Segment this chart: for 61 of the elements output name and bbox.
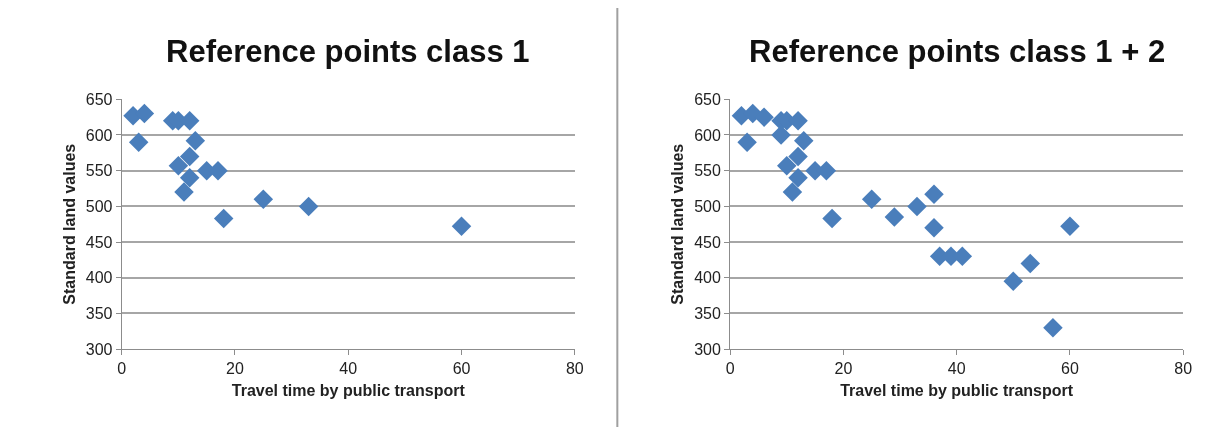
- point: [298, 196, 319, 217]
- point: [179, 146, 200, 167]
- x-axis-title: Travel time by public transport: [840, 382, 1074, 400]
- x-tick-label: 60: [452, 360, 471, 378]
- point: [782, 182, 803, 202]
- y-tick-label: 550: [694, 162, 721, 180]
- point: [134, 103, 155, 124]
- point: [776, 155, 797, 176]
- y-tick-label: 550: [85, 162, 113, 180]
- point: [924, 218, 944, 238]
- point: [179, 168, 200, 188]
- y-tick-label: 300: [694, 340, 721, 358]
- x-tick-label: 80: [1174, 360, 1193, 378]
- point: [253, 189, 274, 209]
- point: [737, 132, 757, 152]
- point: [793, 130, 814, 151]
- point: [822, 208, 842, 229]
- y-axis-title: Standard land values: [60, 143, 78, 305]
- point: [451, 216, 472, 237]
- point: [771, 125, 791, 145]
- y-tick-label: 650: [85, 90, 113, 108]
- point: [128, 132, 149, 152]
- point: [213, 208, 234, 229]
- y-tick-label: 400: [694, 269, 721, 287]
- x-tick-label: 60: [1061, 360, 1079, 378]
- point: [1060, 216, 1080, 237]
- y-tick-label: 450: [694, 233, 721, 251]
- y-tick-label: 300: [85, 340, 113, 358]
- x-tick-label: 0: [725, 360, 735, 378]
- y-tick-label: 350: [85, 305, 113, 323]
- point: [185, 130, 206, 151]
- point: [174, 182, 194, 202]
- point: [884, 207, 905, 227]
- chart-title: Reference points class 1: [166, 34, 530, 69]
- y-tick-label: 500: [85, 197, 113, 215]
- point: [168, 155, 189, 176]
- y-tick-label: 450: [85, 233, 113, 251]
- y-tick-label: 600: [694, 126, 721, 144]
- y-tick-label: 400: [85, 269, 113, 287]
- x-tick-label: 80: [565, 360, 584, 378]
- x-tick-label: 40: [339, 360, 358, 378]
- y-tick-label: 500: [694, 197, 721, 215]
- point: [1043, 318, 1063, 338]
- point: [1020, 253, 1041, 274]
- point: [861, 189, 882, 209]
- x-tick-label: 20: [834, 360, 853, 378]
- point: [788, 146, 808, 167]
- point: [754, 107, 774, 127]
- x-tick-label: 0: [117, 360, 127, 378]
- y-tick-label: 350: [694, 305, 721, 323]
- y-tick-label: 650: [694, 90, 721, 108]
- y-tick-label: 600: [85, 126, 113, 144]
- point: [907, 196, 927, 217]
- x-axis-title: Travel time by public transport: [231, 382, 466, 400]
- y-axis-title: Standard land values: [669, 143, 687, 305]
- point: [788, 168, 808, 188]
- chart-title: Reference points class 1 + 2: [749, 34, 1166, 69]
- x-tick-label: 40: [947, 360, 966, 378]
- x-tick-label: 20: [226, 360, 244, 378]
- point: [1003, 271, 1024, 292]
- point: [924, 184, 944, 204]
